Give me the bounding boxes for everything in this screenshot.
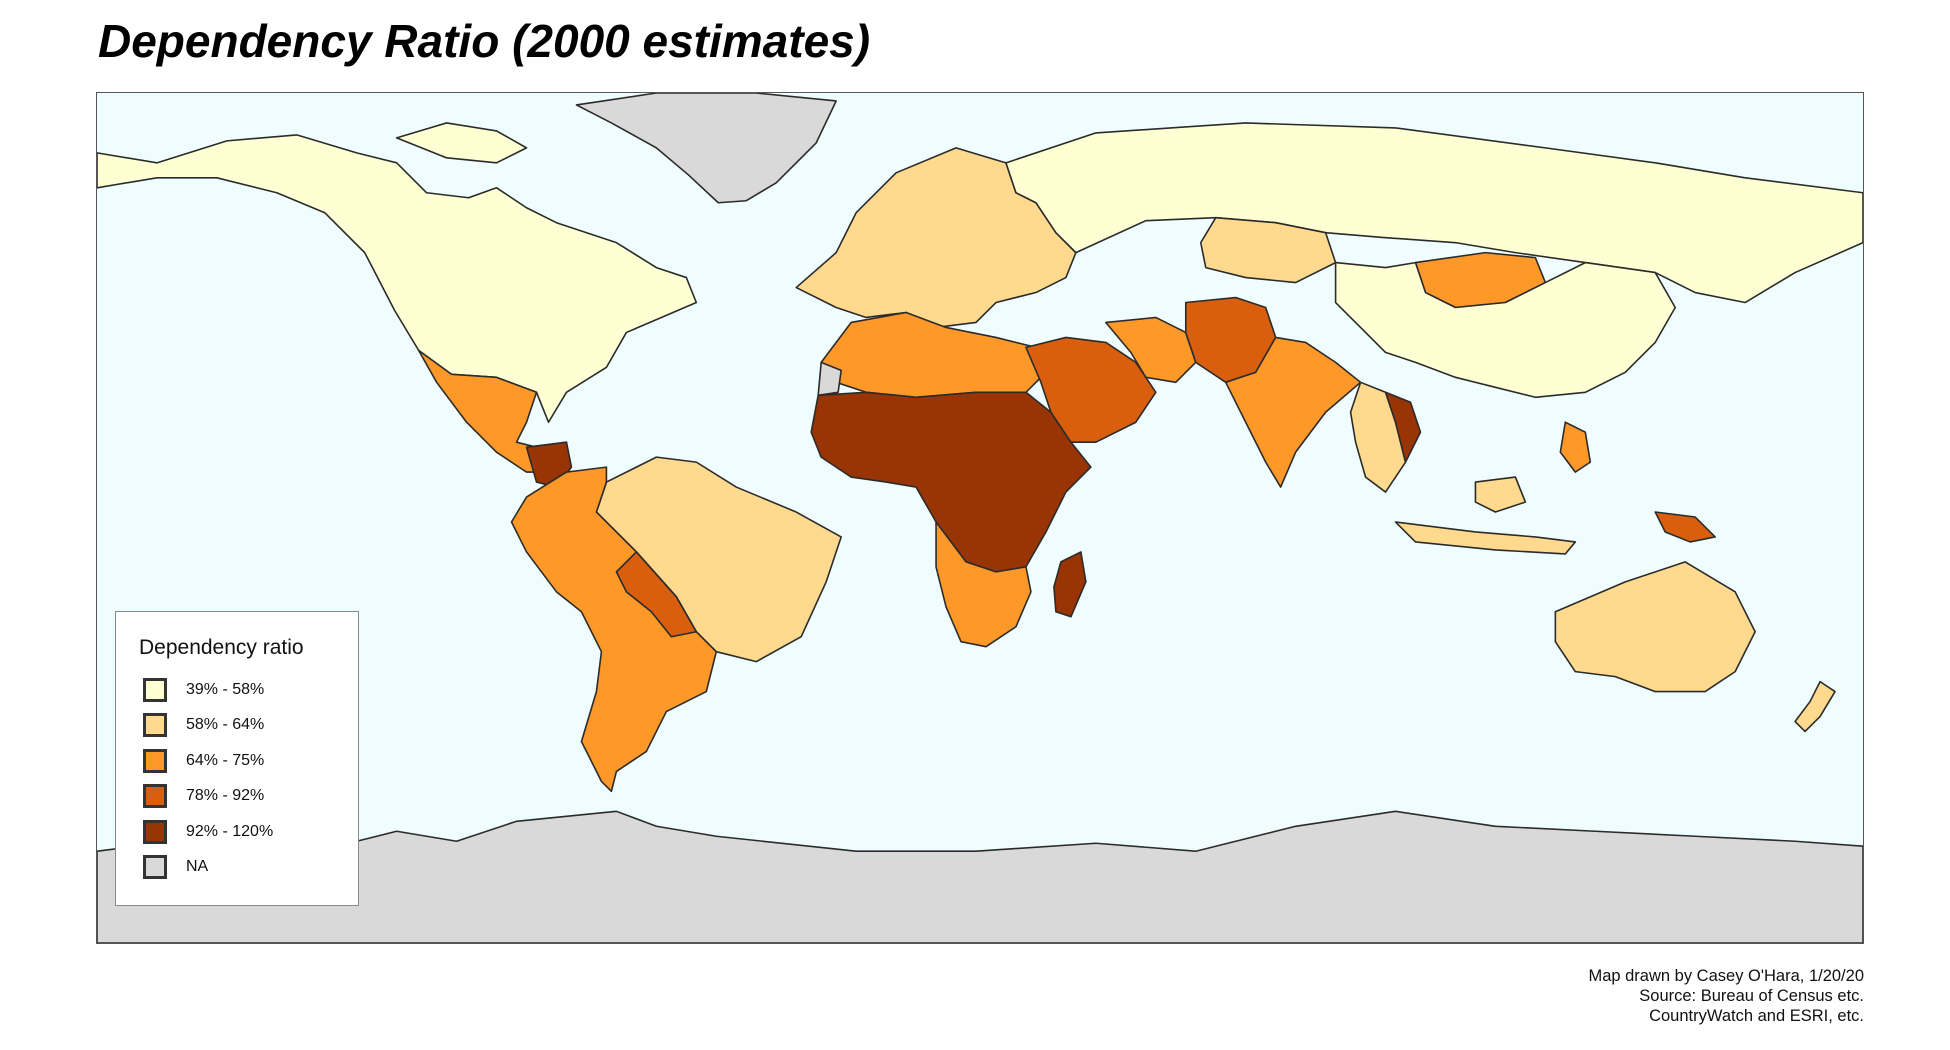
legend-item: NA (143, 855, 353, 883)
credit-author: Map drawn by Casey O'Hara, 1/20/20 (1588, 967, 1864, 985)
region-southern-africa (935, 521, 1032, 648)
region-antarctica (97, 810, 1863, 943)
legend-swatch (143, 749, 167, 773)
region-indonesia (1394, 476, 1577, 555)
region-north-america (97, 134, 698, 424)
world-map (96, 92, 1864, 944)
legend-title: Dependency ratio (139, 636, 304, 659)
region-papua-new-guinea (1654, 511, 1716, 543)
credit-source-2: CountryWatch and ESRI, etc. (1649, 1007, 1864, 1025)
legend-item: 92% - 120% (143, 820, 353, 848)
legend-label: 58% - 64% (186, 716, 265, 733)
map-legend: Dependency ratio 39% - 58% 58% - 64% 64%… (115, 611, 359, 906)
legend-item: 58% - 64% (143, 713, 353, 741)
legend-swatch (143, 855, 167, 879)
legend-item: 64% - 75% (143, 749, 353, 777)
legend-swatch (143, 784, 167, 808)
region-north-africa (820, 311, 1047, 399)
legend-label: 78% - 92% (186, 787, 265, 804)
world-map-svg (97, 93, 1863, 943)
region-iran (1105, 316, 1197, 384)
map-title: Dependency Ratio (2000 estimates) (98, 15, 871, 67)
region-madagascar (1053, 551, 1087, 618)
region-india (1224, 336, 1362, 488)
region-new-zealand (1794, 680, 1836, 733)
legend-swatch (143, 820, 167, 844)
region-china (1334, 261, 1677, 399)
legend-item: 39% - 58% (143, 678, 353, 706)
region-middle-east (1025, 336, 1157, 443)
region-kazakhstan (1199, 216, 1337, 284)
region-arctic-islands (395, 122, 528, 164)
legend-label: NA (186, 858, 209, 875)
region-laos-cambodia (1384, 391, 1422, 463)
region-greenland (575, 93, 837, 204)
legend-swatch (143, 713, 167, 737)
region-andean-south-america (510, 466, 718, 793)
region-australia (1554, 561, 1756, 693)
region-bolivia-paraguay (615, 551, 698, 638)
region-philippines (1559, 421, 1592, 473)
legend-label: 92% - 120% (186, 823, 274, 840)
region-western-sahara (817, 361, 842, 397)
region-sub-saharan-africa (810, 391, 1092, 573)
legend-item: 78% - 92% (143, 784, 353, 812)
map-credits: Map drawn by Casey O'Hara, 1/20/20 Sourc… (1588, 966, 1864, 1026)
credit-source: Source: Bureau of Census etc. (1639, 987, 1864, 1005)
legend-label: 39% - 58% (186, 681, 265, 698)
legend-swatch (143, 678, 167, 702)
legend-label: 64% - 75% (186, 752, 265, 769)
